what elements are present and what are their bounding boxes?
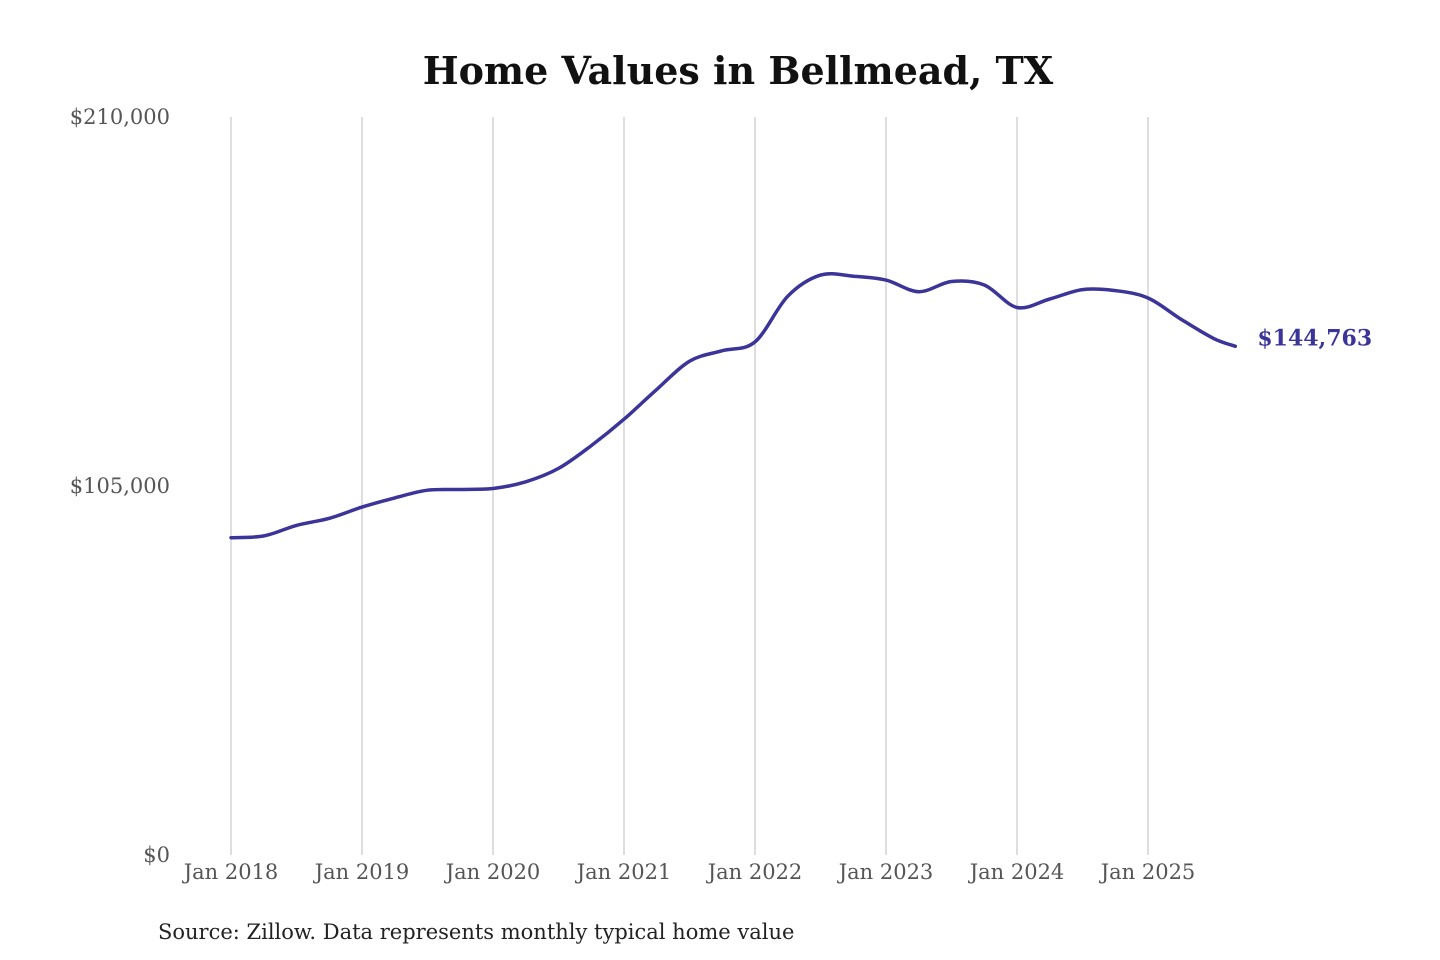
x-tick-label: Jan 2018: [182, 860, 279, 884]
x-tick-label: Jan 2021: [575, 860, 672, 884]
series-end-value-label: $144,763: [1257, 325, 1372, 351]
y-tick-label: $0: [143, 843, 170, 867]
x-axis-tick-labels: Jan 2018 Jan 2019 Jan 2020 Jan 2021 Jan 2022…: [182, 860, 1196, 884]
x-tick-label: Jan 2020: [444, 860, 541, 884]
x-tick-label: Jan 2023: [837, 860, 934, 884]
y-tick-label: $105,000: [70, 474, 170, 498]
series-line: [229, 272, 1238, 540]
y-tick-label: $210,000: [70, 105, 170, 129]
source-note: Source: Zillow. Data represents monthly …: [158, 920, 794, 944]
x-tick-label: Jan 2025: [1099, 860, 1196, 884]
x-tick-label: Jan 2024: [968, 860, 1065, 884]
x-tick-label: Jan 2022: [706, 860, 803, 884]
x-tick-label: Jan 2019: [313, 860, 410, 884]
chart-title: Home Values in Bellmead, TX: [423, 48, 1054, 93]
series-layer: $144,763: [229, 272, 1372, 540]
y-axis-tick-labels: $0 $105,000 $210,000: [70, 105, 170, 867]
vertical-gridlines: [230, 117, 1149, 855]
